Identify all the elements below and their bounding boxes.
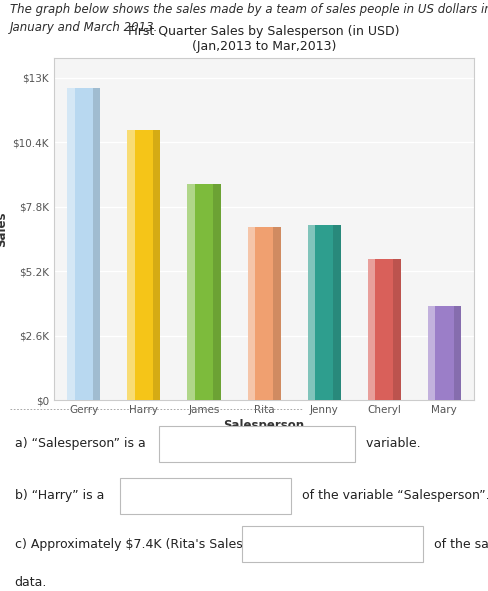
Bar: [187, 184, 220, 400]
Bar: [427, 306, 460, 400]
Text: of the variable “Salesperson”.: of the variable “Salesperson”.: [298, 489, 488, 502]
Text: of the sales: of the sales: [429, 538, 488, 551]
FancyBboxPatch shape: [120, 478, 290, 514]
FancyBboxPatch shape: [242, 526, 422, 563]
Bar: [333, 225, 340, 400]
Text: [ Select ]: [ Select ]: [129, 491, 174, 501]
Bar: [67, 87, 75, 400]
Bar: [393, 259, 400, 400]
Text: ⌄: ⌄: [333, 439, 342, 449]
Title: First Quarter Sales by Salesperson (in USD)
(Jan,2013 to Mar,2013): First Quarter Sales by Salesperson (in U…: [128, 25, 399, 53]
Bar: [153, 130, 160, 400]
Bar: [247, 226, 280, 400]
Bar: [93, 87, 100, 400]
Bar: [127, 130, 160, 400]
Text: b) “Harry” is a: b) “Harry” is a: [15, 489, 108, 502]
Bar: [307, 225, 340, 400]
Text: data.: data.: [15, 576, 47, 589]
Bar: [367, 259, 374, 400]
Bar: [127, 130, 134, 400]
Bar: [187, 184, 194, 400]
X-axis label: Salesperson: Salesperson: [223, 419, 304, 432]
Bar: [307, 225, 314, 400]
FancyBboxPatch shape: [159, 426, 354, 462]
Text: a) “Salesperson” is a: a) “Salesperson” is a: [15, 437, 149, 450]
Bar: [427, 306, 434, 400]
Bar: [273, 226, 280, 400]
Text: [ Select ]: [ Select ]: [168, 439, 213, 449]
Text: ⌄: ⌄: [270, 491, 278, 501]
Bar: [247, 226, 254, 400]
Bar: [452, 306, 460, 400]
Text: c) Approximately $7.4K (Rita's Sales) is the: c) Approximately $7.4K (Rita's Sales) is…: [15, 538, 289, 551]
Bar: [213, 184, 220, 400]
Text: variable.: variable.: [361, 437, 420, 450]
Bar: [367, 259, 400, 400]
Text: ⌄: ⌄: [402, 540, 410, 549]
Y-axis label: Sales: Sales: [0, 211, 8, 247]
Bar: [67, 87, 100, 400]
Text: The graph below shows the sales made by a team of sales people in US dollars in : The graph below shows the sales made by …: [10, 3, 488, 34]
Text: [ Select ]: [ Select ]: [251, 540, 296, 549]
